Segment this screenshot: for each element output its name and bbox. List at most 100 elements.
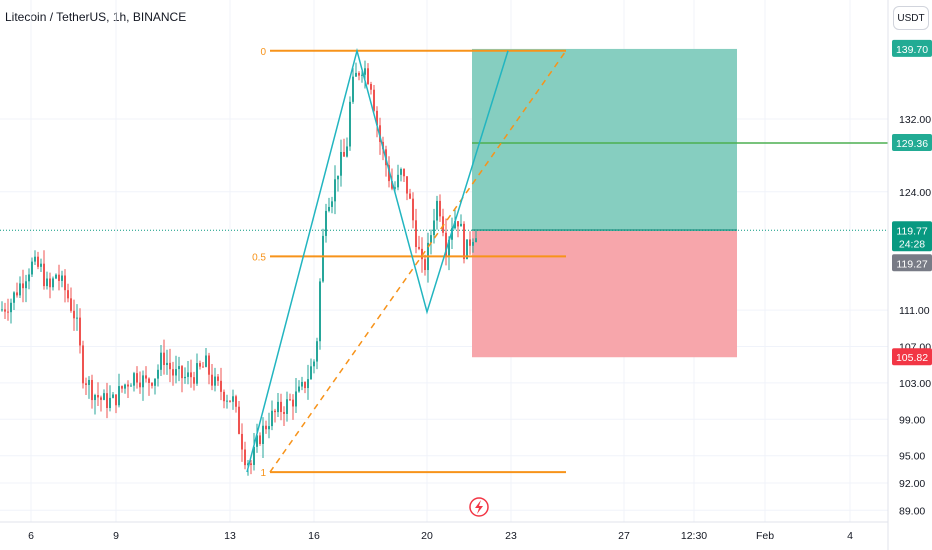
candle-body bbox=[283, 411, 285, 414]
x-tick-label: 16 bbox=[308, 530, 320, 542]
candle-body bbox=[40, 263, 42, 267]
candle-body bbox=[13, 292, 15, 303]
candle-body bbox=[175, 369, 177, 376]
candle-body bbox=[145, 375, 147, 379]
candle-body bbox=[352, 76, 354, 102]
y-tick-label: 99.00 bbox=[899, 414, 925, 426]
candle-body bbox=[25, 281, 27, 289]
candle-body bbox=[310, 366, 312, 380]
price-label-bg bbox=[892, 348, 932, 366]
candle-body bbox=[166, 362, 168, 366]
candle-body bbox=[292, 399, 294, 407]
candle-body bbox=[181, 366, 183, 379]
candle-body bbox=[148, 378, 150, 383]
candle-body bbox=[193, 377, 195, 384]
candle-body bbox=[331, 201, 333, 207]
candle-body bbox=[340, 151, 342, 176]
candle-body bbox=[223, 391, 225, 402]
candle-body bbox=[79, 317, 81, 346]
price-label-last: 119.77 bbox=[896, 225, 927, 237]
candle-body bbox=[115, 394, 117, 406]
candle-body bbox=[16, 292, 18, 296]
candle-body bbox=[391, 181, 393, 189]
y-tick-label: 124.00 bbox=[899, 187, 931, 199]
x-tick-label: 9 bbox=[113, 530, 119, 542]
candle-body bbox=[151, 382, 153, 386]
candle-body bbox=[46, 278, 48, 287]
candle-body bbox=[76, 317, 78, 319]
candle-body bbox=[106, 393, 108, 409]
candle-body bbox=[262, 425, 264, 444]
candle-body bbox=[418, 246, 420, 249]
candle-body bbox=[286, 399, 288, 414]
candle-body bbox=[268, 426, 270, 430]
candle-body bbox=[298, 386, 300, 392]
pattern-drawing[interactable] bbox=[246, 47, 509, 473]
candle-body bbox=[349, 101, 351, 147]
fib-level-label: 0 bbox=[260, 47, 266, 58]
candle-body bbox=[364, 68, 366, 75]
price-label-stop: 105.82 bbox=[896, 352, 928, 364]
candle-body bbox=[43, 263, 45, 287]
position-zones bbox=[0, 48, 888, 358]
candle-body bbox=[103, 393, 105, 400]
candle-body bbox=[454, 221, 456, 229]
candle-body bbox=[22, 283, 24, 289]
candle-body bbox=[58, 274, 60, 281]
price-label-line: 129.36 bbox=[896, 138, 928, 150]
candle-body bbox=[208, 355, 210, 375]
candle-body bbox=[466, 239, 468, 260]
candle-body bbox=[337, 175, 339, 180]
candle-body bbox=[373, 89, 375, 111]
candle-body bbox=[124, 384, 126, 389]
candle-body bbox=[274, 410, 276, 413]
candle-body bbox=[253, 446, 255, 465]
candle-body bbox=[19, 283, 21, 296]
candle-body bbox=[94, 394, 96, 401]
candle-body bbox=[430, 235, 432, 243]
candle-body bbox=[328, 206, 330, 211]
candle-body bbox=[100, 397, 102, 400]
candle-body bbox=[172, 369, 174, 376]
candle-body bbox=[304, 381, 306, 389]
candle-body bbox=[178, 366, 180, 370]
candle-body bbox=[415, 220, 417, 247]
candle-body bbox=[280, 401, 282, 412]
candle-body bbox=[229, 400, 231, 402]
candle-body bbox=[433, 220, 435, 236]
candle-body bbox=[112, 394, 114, 398]
y-tick-label: 111.00 bbox=[899, 305, 930, 317]
logo-icon bbox=[469, 497, 489, 517]
candle-body bbox=[421, 248, 423, 260]
candle-body bbox=[370, 83, 372, 90]
candle-body bbox=[475, 238, 477, 243]
candle-body bbox=[67, 290, 69, 299]
candle-body bbox=[70, 298, 72, 311]
candle-body bbox=[64, 275, 66, 291]
stop-zone bbox=[472, 230, 737, 358]
candle-body bbox=[379, 125, 381, 142]
candle-body bbox=[211, 374, 213, 386]
currency-button[interactable]: USDT bbox=[893, 6, 929, 30]
candle-body bbox=[52, 278, 54, 288]
candle-body bbox=[472, 242, 474, 246]
fib-retracement[interactable]: 00.51 bbox=[252, 47, 567, 479]
candle-body bbox=[61, 275, 63, 281]
candle-body bbox=[238, 406, 240, 434]
x-tick-label: 13 bbox=[224, 530, 236, 542]
candle-body bbox=[136, 373, 138, 383]
candle-body bbox=[403, 169, 405, 177]
candle-body bbox=[109, 397, 111, 409]
candle-body bbox=[439, 200, 441, 217]
candle-body bbox=[232, 396, 234, 402]
candle-body bbox=[4, 309, 6, 312]
candle-body bbox=[343, 151, 345, 157]
price-label-bg bbox=[892, 39, 932, 57]
price-label-bg bbox=[892, 254, 932, 272]
candle-body bbox=[142, 375, 144, 388]
candle-body bbox=[169, 362, 171, 370]
candle-body bbox=[118, 386, 120, 406]
